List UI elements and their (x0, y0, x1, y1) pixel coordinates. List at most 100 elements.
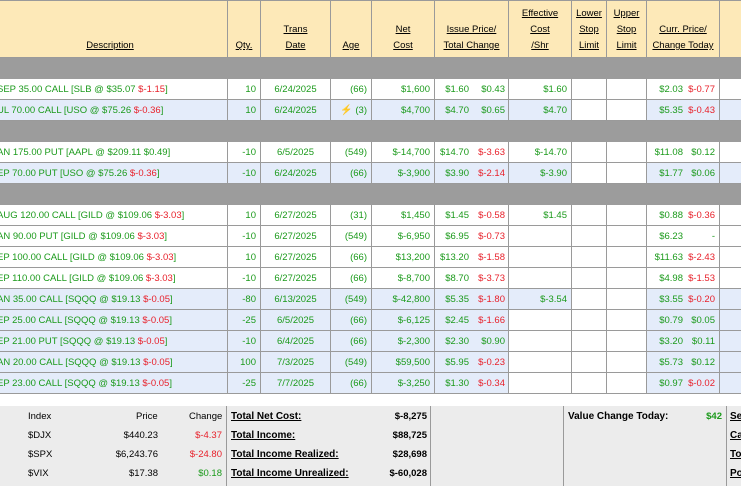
upper-stop[interactable] (606, 99, 647, 121)
position-row[interactable]: EP 21.00 PUT [SQQQ @ $19.13 $-0.05] -10 6/… (0, 330, 741, 352)
effective-cost-value: $1.45 (543, 209, 567, 221)
trans-date: 6/27/2025 (260, 246, 331, 268)
position-row[interactable]: AN 20.00 CALL [SQQQ @ $19.13 $-0.05] 100 7… (0, 351, 741, 373)
position-description: EP 100.00 CALL [GILD @ $109.06 $-3.03] (0, 246, 228, 268)
underlying-change: $-0.05 (142, 314, 170, 326)
curr-price-change: $11.63 $-2.43 (646, 246, 720, 268)
position-row[interactable]: UL 70.00 CALL [USO @ $75.26 $-0.36] 10 6/2… (0, 99, 741, 121)
position-description: AUG 120.00 CALL [GILD @ $109.06 $-3.03] (0, 204, 228, 226)
lower-stop[interactable] (571, 267, 607, 289)
upper-stop[interactable] (606, 309, 647, 331)
extra-cell (719, 246, 741, 268)
lower-stop[interactable] (571, 141, 607, 163)
net-cost: $-42,800 (371, 288, 435, 310)
upper-stop[interactable] (606, 267, 647, 289)
age: (31) (330, 204, 372, 226)
net-cost: $13,200 (371, 246, 435, 268)
upper-stop[interactable] (606, 78, 647, 100)
col-upper-stop[interactable]: Upper Stop Limit (606, 0, 647, 58)
issue-price: $2.30 (445, 335, 469, 347)
total-change: $-3.63 (478, 146, 505, 158)
upper-stop[interactable] (606, 330, 647, 352)
lower-stop[interactable] (571, 99, 607, 121)
edge-link[interactable]: Se (730, 411, 741, 422)
trans-date-value: 6/4/2025 (277, 335, 314, 347)
lower-stop[interactable] (571, 309, 607, 331)
age-value: (66) (350, 83, 367, 95)
position-row[interactable]: AN 90.00 PUT [GILD @ $109.06 $-3.03] -10 6… (0, 225, 741, 247)
col-lower-stop[interactable]: Lower Stop Limit (571, 0, 607, 58)
position-row[interactable]: EP 100.00 CALL [GILD @ $109.06 $-3.03] 10… (0, 246, 741, 268)
index-name[interactable]: $VIX (28, 468, 49, 479)
col-trans-date[interactable]: Trans Date (260, 0, 331, 58)
col-curr-price[interactable]: Curr. Price/Change Today (646, 0, 720, 58)
issue-price: $6.95 (445, 230, 469, 242)
lower-stop[interactable] (571, 372, 607, 394)
summary-panel: Index Price Change $DJX $440.23 $-4.37 $SPX… (0, 406, 741, 486)
upper-stop[interactable] (606, 372, 647, 394)
position-row[interactable]: SEP 35.00 CALL [SLB @ $35.07 $-1.15] 10 6/… (0, 78, 741, 100)
col-description[interactable]: Description (0, 0, 228, 58)
net-cost: $-3,250 (371, 372, 435, 394)
underlying-change: $-3.03 (137, 230, 165, 242)
position-row[interactable]: EP 110.00 CALL [GILD @ $109.06 $-3.03] -1… (0, 267, 741, 289)
edge-link[interactable]: To (730, 449, 741, 460)
position-row[interactable]: EP 23.00 CALL [SQQQ @ $19.13 $-0.05] -25 7… (0, 372, 741, 394)
change-today: - (711, 230, 715, 242)
description-text: AN 90.00 PUT [GILD @ $109.06 (0, 230, 138, 242)
lower-stop[interactable] (571, 330, 607, 352)
col-net-cost[interactable]: Net Cost (371, 0, 435, 58)
trans-date-value: 6/24/2025 (274, 104, 317, 116)
edge-link[interactable]: Ca (730, 430, 741, 441)
trans-date: 6/27/2025 (260, 225, 331, 247)
effective-cost (508, 246, 572, 268)
upper-stop[interactable] (606, 204, 647, 226)
total-label: Total Income: (231, 430, 296, 441)
position-row[interactable]: AN 35.00 CALL [SQQQ @ $19.13 $-0.05] -80 6… (0, 288, 741, 310)
col-issue-price[interactable]: Issue Price/Total Change (434, 0, 509, 58)
total-change: $-0.34 (478, 377, 505, 389)
col-age[interactable]: Age (330, 0, 372, 58)
position-row[interactable]: EP 25.00 CALL [SQQQ @ $19.13 $-0.05] -25 6… (0, 309, 741, 331)
col-effective-cost[interactable]: Effective Cost/Shr (508, 0, 572, 58)
lower-stop[interactable] (571, 351, 607, 373)
lower-stop[interactable] (571, 204, 607, 226)
effective-cost (508, 330, 572, 352)
col-qty[interactable]: Qty. (227, 0, 261, 58)
lower-stop[interactable] (571, 162, 607, 184)
upper-stop[interactable] (606, 351, 647, 373)
lower-stop[interactable] (571, 78, 607, 100)
description-tail: ] (165, 83, 168, 95)
lower-stop[interactable] (571, 288, 607, 310)
trans-date: 6/5/2025 (260, 141, 331, 163)
upper-stop[interactable] (606, 141, 647, 163)
upper-stop[interactable] (606, 288, 647, 310)
total-change: $-1.80 (478, 293, 505, 305)
upper-stop[interactable] (606, 162, 647, 184)
issue-price: $4.70 (445, 104, 469, 116)
position-row[interactable]: AUG 120.00 CALL [GILD @ $109.06 $-3.03] 1… (0, 204, 741, 226)
description-tail: ] (173, 251, 177, 263)
index-name[interactable]: $DJX (28, 430, 52, 441)
position-description: AN 20.00 CALL [SQQQ @ $19.13 $-0.05] (0, 351, 228, 373)
upper-stop[interactable] (606, 225, 647, 247)
positions-body: SEP 35.00 CALL [SLB @ $35.07 $-1.15] 10 6/… (0, 57, 741, 394)
index-name[interactable]: $SPX (28, 449, 53, 460)
position-row[interactable]: EP 70.00 PUT [USO @ $75.26 $-0.36] -10 6/2… (0, 162, 741, 184)
lower-stop[interactable] (571, 246, 607, 268)
quantity: -10 (227, 162, 261, 184)
change-today: $0.12 (691, 146, 715, 158)
effective-cost-value: $1.60 (543, 83, 567, 95)
quantity-value: 100 (240, 356, 256, 368)
age-value: (549) (344, 293, 367, 305)
age: (549) (330, 288, 372, 310)
lower-stop[interactable] (571, 225, 607, 247)
effective-cost-value: $4.70 (543, 104, 567, 116)
extra-cell (719, 330, 741, 352)
upper-stop[interactable] (606, 246, 647, 268)
edge-link[interactable]: Po (730, 468, 741, 479)
position-row[interactable]: AN 175.00 PUT [AAPL @ $209.11 $0.49] -10 6… (0, 141, 741, 163)
extra-cell (719, 162, 741, 184)
curr-price-change: $11.08 $0.12 (646, 141, 720, 163)
